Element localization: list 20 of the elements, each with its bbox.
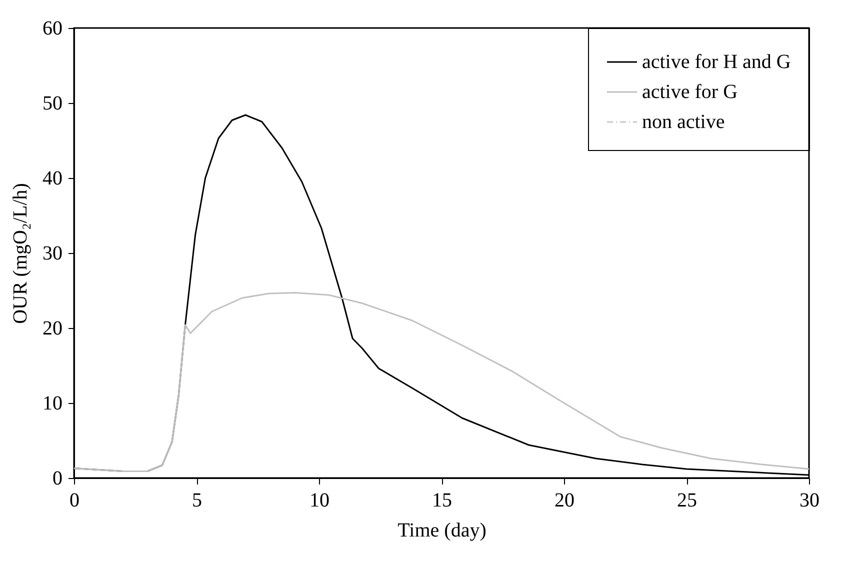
- y-tick-label: 30: [42, 242, 62, 264]
- y-tick-label: 60: [42, 18, 62, 40]
- legend-label: active for H and G: [642, 51, 791, 73]
- legend-label: active for G: [642, 81, 738, 103]
- x-axis-title: Time (day): [398, 520, 486, 542]
- y-axis-title: OUR (mgO₂/L/h): [10, 183, 32, 324]
- x-tick-label: 10: [310, 490, 330, 512]
- x-tick-label: 0: [70, 490, 80, 512]
- legend-label: non active: [642, 111, 725, 133]
- x-tick-label: 5: [192, 490, 202, 512]
- y-tick-label: 20: [42, 318, 62, 340]
- y-tick-label: 0: [52, 468, 62, 490]
- y-tick-label: 50: [42, 92, 62, 114]
- x-tick-label: 15: [432, 490, 452, 512]
- y-tick-label: 10: [42, 392, 62, 414]
- y-tick-label: 40: [42, 168, 62, 190]
- x-tick-label: 25: [677, 490, 697, 512]
- line-series: [73, 292, 810, 472]
- x-tick-label: 30: [800, 490, 820, 512]
- x-tick-label: 20: [554, 490, 574, 512]
